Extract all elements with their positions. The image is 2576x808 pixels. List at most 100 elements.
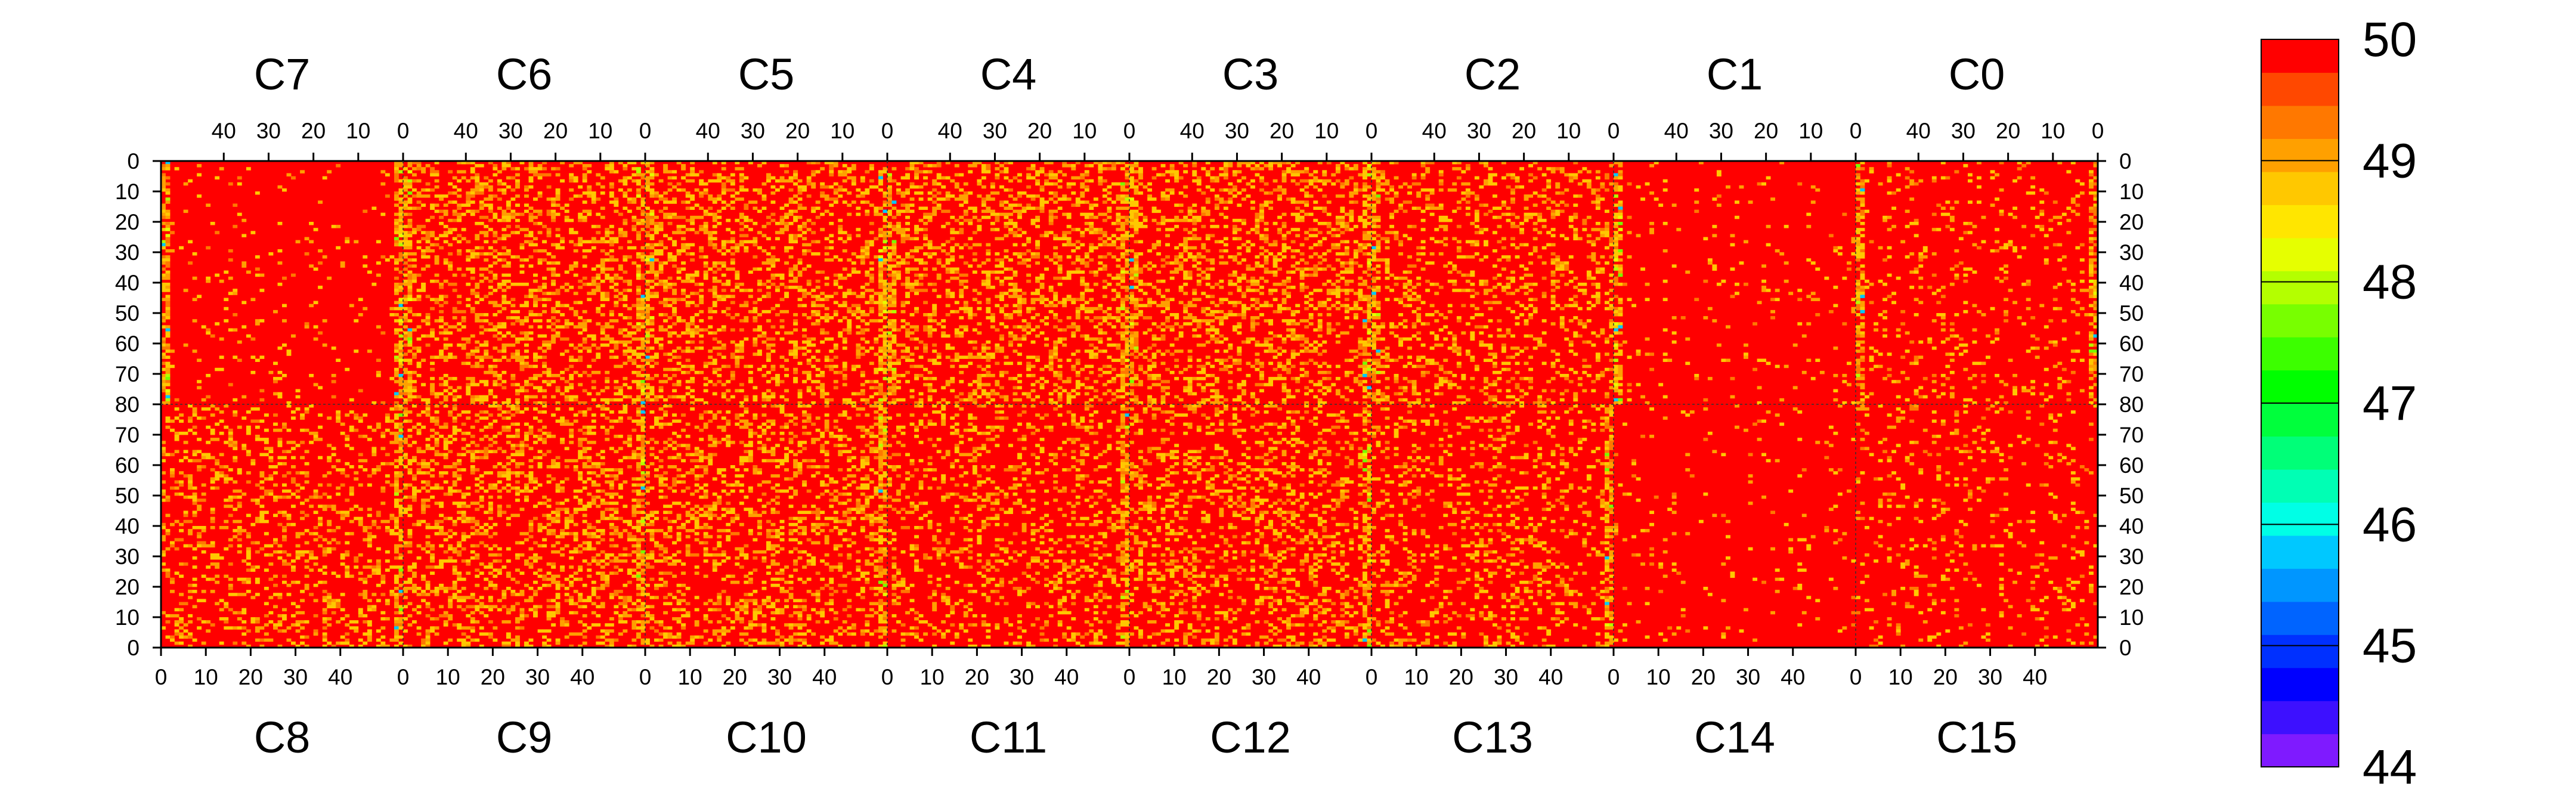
heatmap-cell (322, 553, 327, 557)
heatmap-cell (210, 553, 215, 557)
heatmap-cell (555, 212, 561, 216)
heatmap-cell (273, 428, 278, 432)
heatmap-cell (174, 450, 179, 453)
heatmap-cell (618, 179, 623, 183)
heatmap-cell (259, 273, 265, 277)
heatmap-cell (300, 532, 305, 535)
heatmap-cell (394, 471, 399, 475)
heatmap-cell (667, 170, 673, 174)
heatmap-cell (506, 212, 511, 216)
heatmap-cell (291, 580, 296, 584)
heatmap-cell (614, 392, 619, 396)
heatmap-cell (457, 309, 462, 314)
heatmap-cell (398, 380, 404, 383)
heatmap-cell (537, 462, 543, 466)
heatmap-cell (596, 614, 601, 618)
heatmap-cell (506, 176, 511, 179)
heatmap-cell (470, 620, 475, 624)
heatmap-cell (636, 234, 641, 237)
heatmap-cell (488, 328, 493, 332)
heatmap-cell (591, 425, 596, 429)
heatmap-cell (551, 203, 556, 207)
heatmap-cell (546, 599, 552, 602)
heatmap-cell (685, 228, 691, 231)
heatmap-cell (237, 617, 242, 621)
heatmap-cell (560, 179, 565, 183)
heatmap-cell (703, 182, 708, 186)
heatmap-cell (730, 340, 735, 344)
heatmap-cell (340, 513, 345, 518)
heatmap-cell (421, 459, 426, 463)
heatmap-cell (730, 355, 735, 359)
heatmap-cell (510, 334, 516, 338)
heatmap-cell (425, 295, 431, 298)
heatmap-cell (197, 465, 202, 469)
heatmap-cell (398, 240, 404, 244)
heatmap-cell (457, 590, 462, 593)
heatmap-cell (295, 556, 301, 560)
heatmap-cell (354, 626, 359, 630)
heatmap-cell (448, 218, 453, 222)
heatmap-cell (318, 413, 323, 417)
heatmap-cell (640, 386, 646, 389)
heatmap-cell (354, 556, 359, 560)
heatmap-cell (228, 328, 233, 332)
heatmap-cell (497, 507, 502, 511)
heatmap-cell (524, 562, 529, 566)
heatmap-cell (569, 422, 574, 426)
heatmap-cell (345, 632, 350, 636)
heatmap-cell (739, 222, 744, 225)
heatmap-cell (618, 419, 623, 423)
heatmap-cell (291, 492, 296, 496)
heatmap-cell (394, 477, 399, 481)
heatmap-cell (421, 358, 426, 362)
heatmap-cell (488, 571, 493, 575)
heatmap-cell (250, 565, 256, 569)
heatmap-cell (398, 389, 404, 392)
heatmap-cell (479, 456, 484, 460)
heatmap-cell (501, 228, 507, 231)
heatmap-cell (466, 614, 471, 618)
heatmap-cell (524, 355, 529, 359)
heatmap-cell (591, 587, 596, 590)
heatmap-cell (645, 283, 650, 286)
heatmap-cell (569, 441, 574, 444)
heatmap-cell (569, 286, 574, 289)
heatmap-cell (636, 179, 641, 183)
heatmap-cell (542, 496, 547, 499)
heatmap-cell (636, 407, 641, 411)
heatmap-cell (739, 283, 744, 286)
heatmap-cell (165, 295, 171, 298)
heatmap-cell (690, 401, 695, 405)
heatmap-cell (345, 641, 350, 645)
heatmap-cell (699, 170, 704, 174)
heatmap-cell (501, 355, 507, 359)
heatmap-cell (282, 304, 287, 308)
heatmap-cell (690, 243, 695, 247)
heatmap-cell (327, 547, 332, 551)
heatmap-cell (537, 587, 543, 590)
heatmap-cell (448, 486, 453, 490)
heatmap-cell (591, 465, 596, 469)
heatmap-cell (457, 477, 462, 481)
heatmap-cell (609, 200, 614, 204)
heatmap-cell (636, 191, 641, 195)
heatmap-cell (179, 538, 184, 541)
heatmap-cell (380, 626, 386, 630)
heatmap-cell (640, 389, 646, 392)
heatmap-cell (259, 474, 265, 478)
heatmap-cell (519, 322, 525, 326)
heatmap-cell (533, 541, 538, 544)
heatmap-cell (457, 328, 462, 332)
heatmap-cell (336, 358, 341, 362)
heatmap-cell (421, 641, 426, 645)
heatmap-cell (345, 240, 350, 244)
heatmap-cell (206, 425, 211, 429)
heatmap-cell (407, 283, 413, 286)
heatmap-cell (493, 532, 498, 535)
heatmap-cell (672, 170, 677, 174)
heatmap-cell (255, 319, 260, 323)
heatmap-cell (282, 462, 287, 466)
heatmap-cell (165, 377, 171, 380)
heatmap-cell (183, 513, 188, 518)
